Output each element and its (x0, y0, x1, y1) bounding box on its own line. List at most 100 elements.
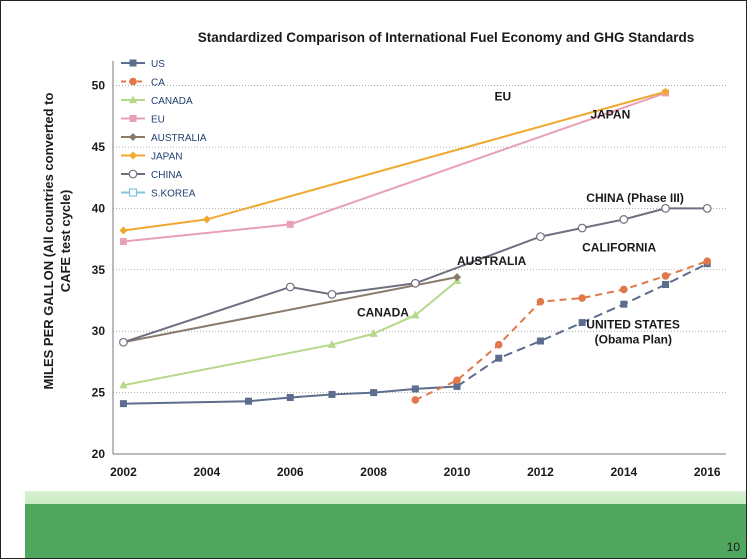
footer-band (25, 504, 746, 558)
annotation-australia: AUSTRALIA (457, 254, 527, 268)
point-us (536, 337, 544, 345)
point-china (410, 278, 420, 288)
point-us (328, 390, 336, 398)
annotation-canada: CANADA (357, 305, 409, 319)
point-ca (661, 272, 670, 280)
x-tick-label: 2010 (444, 465, 471, 479)
page-number: 10 (726, 540, 740, 554)
point-us (453, 382, 461, 390)
legend-marker-canada (128, 95, 138, 104)
point-china (327, 289, 337, 299)
legend-item-eu: EU (121, 115, 165, 126)
legend-marker-eu (129, 115, 137, 122)
point-us (119, 400, 127, 408)
point-us (495, 354, 503, 362)
point-eu (119, 238, 127, 246)
annotation-eu: EU (495, 89, 512, 103)
point-canada (411, 310, 420, 319)
point-us (245, 397, 253, 405)
axes (112, 61, 726, 455)
x-tick-label: 2004 (193, 465, 220, 479)
legend-item-us: US (121, 59, 165, 70)
legend-item-canada: CANADA (121, 95, 193, 107)
legend-item-china: CHINA (121, 169, 182, 181)
y-axis-label: MILES PER GALLON (All countries converte… (41, 93, 73, 390)
point-china (536, 232, 545, 242)
y-tick-label: 35 (92, 263, 106, 277)
x-tick-label: 2006 (277, 465, 304, 479)
series-line-japan (123, 90, 666, 232)
x-tick-label: 2014 (610, 465, 637, 479)
legend-marker-ca (129, 77, 137, 86)
legend-marker-japan (129, 151, 137, 160)
legend-item-japan: JAPAN (121, 151, 183, 163)
annotation-united-states: UNITED STATES (586, 318, 680, 332)
legend-label-canada: CANADA (151, 96, 193, 107)
legend-label-s-korea: S.KOREA (151, 189, 196, 200)
series-markers (119, 87, 712, 408)
point-canada (327, 340, 337, 348)
legend-marker-s-korea (128, 188, 138, 197)
point-us (578, 319, 586, 327)
point-us (411, 385, 419, 393)
point-ca (536, 297, 545, 306)
annotation-china-phase-iii: CHINA (Phase III) (586, 191, 684, 205)
legend-label-eu: EU (151, 115, 165, 126)
y-axis-label-line2: CAFE test cycle) (58, 190, 73, 293)
legend-label-japan: JAPAN (151, 152, 183, 163)
y-tick-label: 25 (92, 386, 106, 400)
legend-label-china: CHINA (151, 170, 182, 181)
point-us (662, 281, 670, 289)
point-china (577, 223, 587, 233)
point-australia (453, 273, 462, 282)
point-us (370, 389, 378, 397)
point-canada (369, 329, 378, 337)
legend-marker-china (128, 169, 138, 179)
legend-item-s-korea: S.KOREA (121, 188, 196, 200)
gridlines (113, 85, 726, 393)
point-us (620, 300, 628, 308)
legend-marker-australia (129, 133, 137, 141)
point-ca (411, 396, 420, 404)
point-ca (494, 340, 503, 349)
point-eu (286, 220, 294, 228)
point-japan (119, 226, 128, 235)
point-china (619, 215, 629, 224)
y-tick-label: 50 (92, 79, 106, 93)
point-china (661, 203, 670, 213)
annotation-california: CALIFORNIA (582, 240, 656, 254)
y-tick-label: 40 (92, 201, 106, 215)
annotation-obama-plan: (Obama Plan) (595, 332, 672, 346)
point-ca (453, 376, 461, 385)
legend-item-ca: CA (121, 78, 165, 89)
legend-label-us: US (151, 59, 165, 70)
legend-marker-us (129, 59, 137, 67)
series-line-ca (414, 260, 708, 401)
footer-light-stripe (25, 491, 746, 504)
point-china (285, 282, 295, 292)
point-canada (119, 380, 128, 389)
point-ca (620, 285, 628, 294)
legend-item-australia: AUSTRALIA (121, 133, 207, 144)
x-tick-label: 2002 (110, 465, 137, 479)
point-japan (202, 215, 211, 224)
annotations: EU JAPAN CHINA (Phase III) CALIFORNIA AUSTRA… (357, 89, 684, 346)
tick-labels: 20 25 30 35 40 45 50 2002 2004 2006 2008 2010 2012 20… (92, 79, 721, 479)
legend-label-ca: CA (151, 78, 165, 89)
x-tick-label: 2012 (527, 465, 554, 479)
x-tick-label: 2016 (694, 465, 721, 479)
annotation-japan: JAPAN (590, 108, 630, 122)
chart-title: Standardized Comparison of International… (198, 30, 695, 45)
y-tick-label: 20 (92, 447, 106, 461)
point-ca (703, 257, 712, 265)
y-tick-label: 30 (92, 324, 106, 338)
point-us (286, 394, 294, 402)
legend-label-australia: AUSTRALIA (151, 133, 207, 144)
x-tick-label: 2008 (360, 465, 387, 479)
series-line-australia (123, 276, 458, 344)
point-japan (661, 87, 670, 96)
legend: US CA CANADA EU AUSTRALIA JAPAN CHINA S.KOREA (121, 59, 207, 200)
point-china (119, 337, 128, 347)
